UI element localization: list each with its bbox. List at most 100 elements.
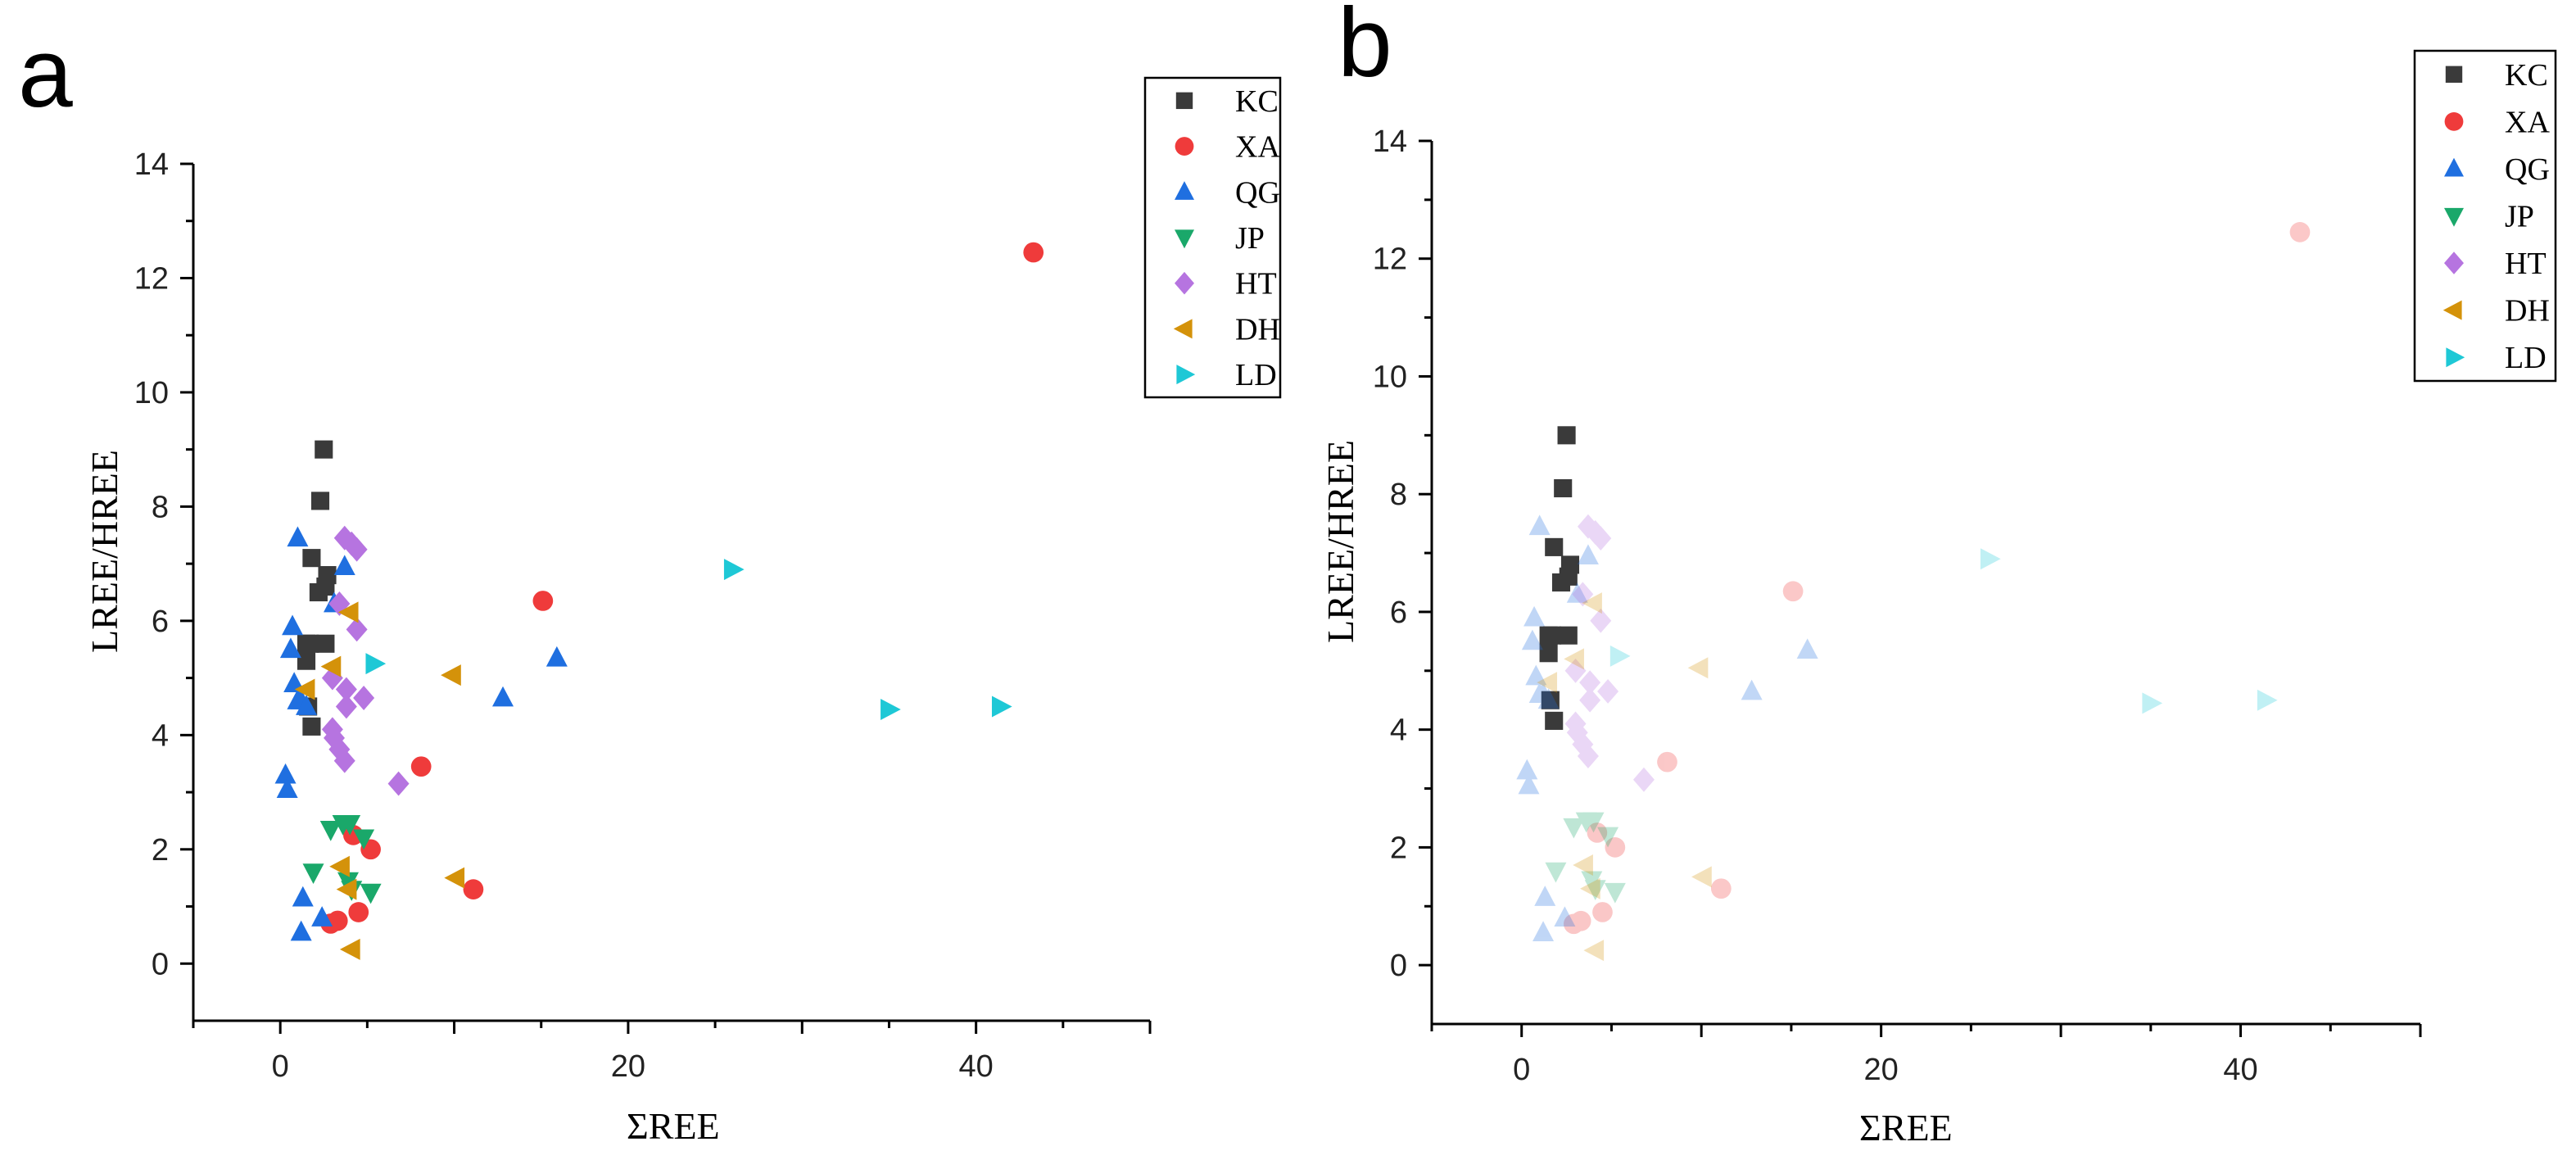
legend-label: HT bbox=[1235, 267, 1277, 301]
data-point-kc bbox=[316, 634, 335, 653]
data-point-ht bbox=[1564, 711, 1587, 736]
legend-item-ld: LD bbox=[1176, 358, 1277, 392]
legend-item-dh: DH bbox=[1173, 312, 1280, 347]
data-point-ht bbox=[1577, 744, 1599, 768]
data-point-kc bbox=[1539, 644, 1558, 663]
series-qg bbox=[1516, 514, 1818, 942]
data-point-xa bbox=[1782, 581, 1804, 602]
legend-marker-dh bbox=[1173, 319, 1193, 339]
data-point-ht bbox=[333, 748, 355, 773]
data-point-qg bbox=[1518, 773, 1540, 795]
data-point-qg bbox=[290, 920, 312, 941]
legend-item-kc: KC bbox=[2445, 58, 2548, 93]
data-point-dh bbox=[1573, 854, 1593, 876]
legend-label: KC bbox=[1235, 84, 1279, 119]
y-axis-title: LREE/HREE bbox=[1320, 440, 1361, 643]
legend-label: LD bbox=[2505, 341, 2547, 375]
y-tick-label: 10 bbox=[134, 376, 169, 410]
data-point-qg bbox=[287, 526, 309, 547]
series-qg bbox=[274, 526, 568, 941]
data-point-ld bbox=[1609, 645, 1631, 667]
data-point-ht bbox=[1632, 767, 1655, 792]
data-point-ht bbox=[1597, 679, 1619, 704]
data-point-xa bbox=[1605, 837, 1626, 858]
data-point-dh bbox=[1687, 657, 1709, 679]
data-point-dh bbox=[441, 664, 461, 686]
data-point-kc bbox=[309, 582, 328, 602]
x-tick-label: 20 bbox=[611, 1049, 645, 1084]
data-point-qg bbox=[1537, 688, 1560, 709]
data-point-xa bbox=[1564, 913, 1584, 935]
data-point-ld bbox=[723, 559, 745, 581]
legend-item-xa: XA bbox=[2444, 105, 2550, 139]
x-tick-label: 0 bbox=[1513, 1053, 1530, 1087]
data-point-xa bbox=[1657, 751, 1677, 773]
legend-box bbox=[2413, 49, 2557, 383]
data-point-dh bbox=[339, 938, 360, 960]
y-tick-label: 12 bbox=[134, 261, 169, 296]
y-tick-label: 2 bbox=[1390, 831, 1407, 865]
data-point-ht bbox=[1577, 514, 1599, 539]
data-point-qg bbox=[1554, 906, 1576, 927]
data-point-qg bbox=[292, 886, 314, 907]
data-point-xa bbox=[348, 902, 369, 922]
y-tick-label: 6 bbox=[1390, 596, 1407, 630]
data-point-qg bbox=[1796, 638, 1818, 659]
y-tick-label: 4 bbox=[152, 718, 169, 753]
legend-marker-dh bbox=[2442, 300, 2462, 320]
series-xa bbox=[320, 242, 1044, 934]
series-ld bbox=[365, 559, 1012, 720]
data-point-qg bbox=[1741, 679, 1763, 700]
data-point-qg bbox=[296, 695, 318, 715]
data-point-dh bbox=[294, 678, 315, 700]
data-point-jp bbox=[319, 820, 342, 841]
data-point-xa bbox=[1587, 822, 1608, 843]
legend: KC XA QG JP HT DH LD bbox=[1143, 76, 1282, 399]
legend-label: LD bbox=[1235, 358, 1277, 392]
data-point-qg bbox=[274, 763, 297, 784]
data-point-kc bbox=[302, 549, 321, 568]
data-point-ld bbox=[2257, 689, 2278, 711]
y-tick-label: 0 bbox=[1390, 949, 1407, 983]
data-point-qg bbox=[546, 646, 568, 667]
data-point-jp bbox=[302, 863, 324, 884]
y-tick-label: 6 bbox=[152, 605, 169, 639]
legend-item-qg: QG bbox=[2444, 152, 2550, 187]
data-point-ht bbox=[1566, 720, 1588, 745]
data-point-xa bbox=[1710, 878, 1732, 899]
x-tick-label: 40 bbox=[2223, 1053, 2257, 1087]
data-point-ht bbox=[335, 694, 357, 719]
data-point-dh bbox=[1564, 648, 1584, 670]
legend-item-jp: JP bbox=[2444, 200, 2534, 234]
data-point-jp bbox=[1584, 880, 1606, 901]
data-point-ht bbox=[387, 771, 410, 796]
x-tick-label: 40 bbox=[958, 1049, 993, 1084]
x-tick-label: 20 bbox=[1863, 1053, 1898, 1087]
data-point-ht bbox=[346, 537, 368, 562]
data-point-ht bbox=[328, 736, 351, 762]
y-tick-label: 12 bbox=[1373, 242, 1407, 277]
data-point-xa bbox=[1570, 910, 1591, 931]
data-point-dh bbox=[337, 601, 359, 623]
data-point-ld bbox=[1980, 548, 2001, 570]
legend-label: DH bbox=[2505, 294, 2550, 328]
data-point-xa bbox=[410, 756, 432, 777]
legend-label: QG bbox=[1235, 175, 1280, 210]
legend-label: KC bbox=[2505, 58, 2548, 93]
data-point-kc bbox=[1554, 478, 1573, 498]
data-point-ld bbox=[991, 696, 1012, 718]
legend-marker-ld bbox=[2446, 347, 2465, 368]
data-point-qg bbox=[1534, 886, 1556, 906]
data-point-kc bbox=[1541, 691, 1560, 709]
series-ht bbox=[1564, 514, 1655, 792]
legend-marker-xa bbox=[1175, 137, 1194, 156]
data-point-kc bbox=[1557, 426, 1576, 445]
legend-box bbox=[1143, 76, 1282, 399]
legend-label: XA bbox=[2505, 105, 2550, 139]
y-tick-label: 8 bbox=[1390, 478, 1407, 512]
data-point-qg bbox=[276, 777, 298, 798]
data-point-qg bbox=[492, 686, 514, 707]
data-point-ht bbox=[1584, 519, 1606, 545]
legend-marker-kc bbox=[1175, 92, 1193, 110]
